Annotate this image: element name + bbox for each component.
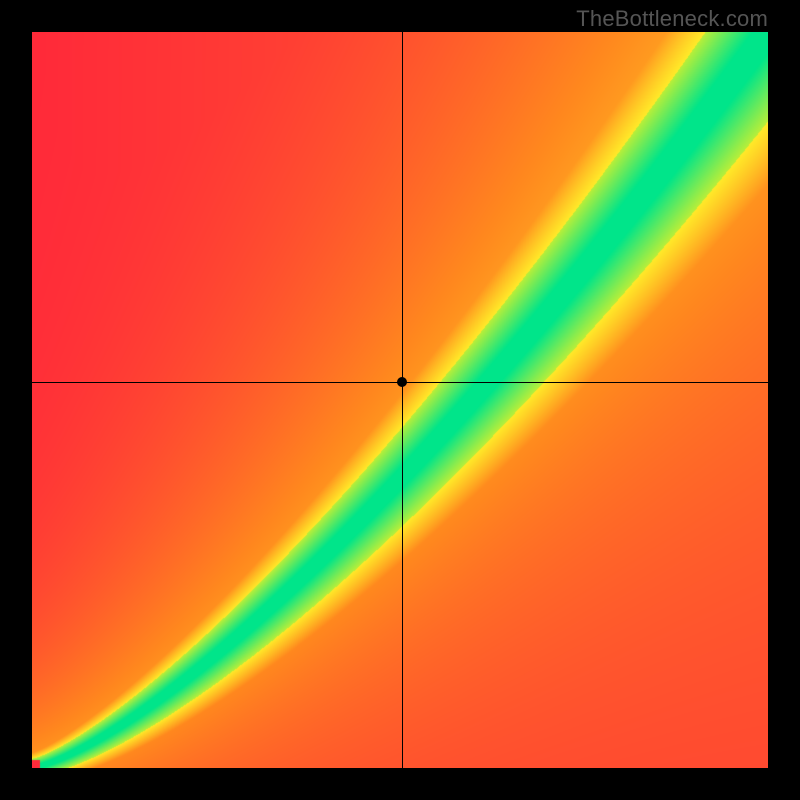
crosshair-vertical <box>402 32 403 768</box>
bottleneck-heatmap <box>32 32 768 768</box>
plot-area <box>32 32 768 768</box>
marker-point <box>397 377 407 387</box>
watermark-text: TheBottleneck.com <box>576 6 768 32</box>
